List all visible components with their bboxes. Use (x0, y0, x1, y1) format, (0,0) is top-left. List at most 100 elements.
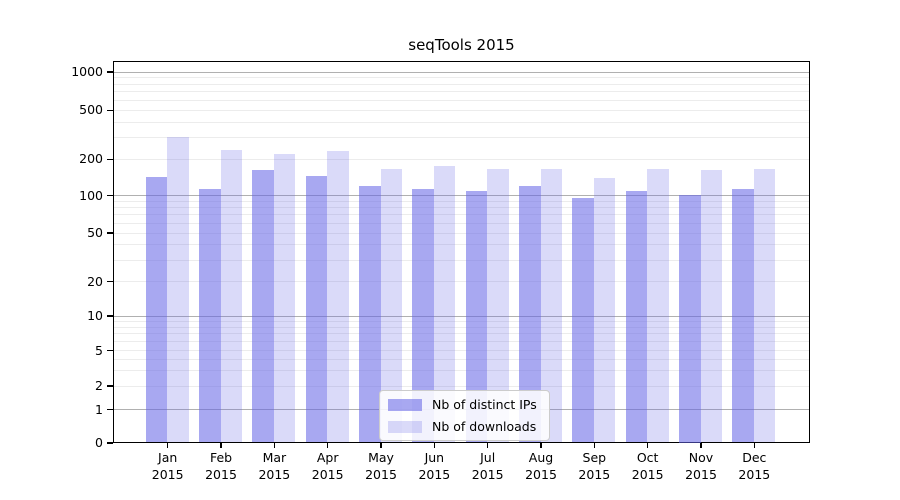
gridline-minor-3 (114, 369, 809, 371)
bar-downloads-nov (700, 170, 722, 443)
bar-downloads-oct (647, 169, 669, 443)
x-tick-feb (220, 443, 222, 448)
legend-swatch-downloads (388, 420, 422, 433)
bar-downloads-jun (433, 166, 456, 443)
bar-downloads-mar (273, 154, 296, 443)
gridline-major-100 (114, 195, 809, 196)
x-tick-label-mar: Mar 2015 (258, 450, 291, 482)
x-tick-label-jan: Jan 2015 (151, 450, 184, 482)
gridline-minor-6 (114, 340, 809, 342)
bar-ips-jul (465, 190, 488, 443)
y-tick-label-200: 200 (79, 151, 103, 167)
x-tick-jun (433, 443, 436, 448)
bar-ips-apr (305, 175, 328, 443)
legend: Nb of distinct IPs Nb of downloads (379, 390, 550, 441)
y-tick-label-1000: 1000 (71, 64, 103, 79)
legend-label-distinct-ips: Nb of distinct IPs (432, 397, 537, 412)
bar-ips-jan (145, 176, 168, 443)
bar-downloads-apr (327, 150, 349, 443)
y-tick-0 (107, 442, 113, 444)
bar-ips-dec (732, 189, 754, 443)
x-tick-jul (486, 443, 489, 448)
y-tick-label-100: 100 (79, 187, 103, 203)
gridline-minor-60 (114, 222, 809, 224)
gridline-minor-800 (114, 83, 809, 85)
chart-title: seqTools 2015 (408, 36, 515, 54)
y-tick-50 (107, 232, 113, 234)
x-tick-apr (326, 443, 329, 448)
x-tick-label-nov: Nov 2015 (685, 450, 717, 482)
y-tick-10 (107, 315, 113, 317)
y-tick-label-500: 500 (79, 102, 103, 118)
bar-ips-aug (519, 186, 541, 443)
x-tick-label-may: May 2015 (365, 450, 397, 482)
y-tick-500 (107, 109, 113, 112)
gridline-major-10 (114, 315, 809, 317)
gridline-minor-500 (114, 109, 809, 111)
y-tick-label-20: 20 (87, 273, 103, 289)
bar-downloads-dec (753, 168, 776, 443)
legend-swatch-distinct-ips (388, 398, 422, 411)
x-tick-jan (166, 443, 169, 448)
gridline-minor-200 (114, 158, 809, 160)
gridline-minor-300 (114, 137, 809, 139)
y-tick-label-0: 0 (95, 435, 103, 450)
bar-downloads-sep (593, 177, 616, 443)
x-tick-label-dec: Dec 2015 (738, 450, 771, 482)
gridline-minor-90 (114, 200, 809, 202)
y-tick-label-10: 10 (87, 308, 103, 323)
x-tick-label-aug: Aug 2015 (525, 450, 557, 482)
y-tick-100 (107, 194, 113, 197)
bar-ips-nov (679, 195, 701, 443)
y-tick-label-2: 2 (95, 378, 103, 393)
bar-downloads-aug (540, 168, 562, 443)
bar-ips-oct (625, 190, 648, 443)
bar-downloads-feb (220, 150, 243, 443)
y-tick-5 (107, 349, 113, 352)
x-tick-label-feb: Feb 2015 (205, 450, 237, 482)
y-tick-2 (107, 385, 113, 387)
gridline-minor-2 (114, 385, 809, 387)
x-tick-aug (540, 443, 542, 448)
x-tick-mar (273, 443, 276, 448)
bar-ips-feb (199, 189, 221, 443)
gridline-minor-900 (114, 77, 809, 79)
y-tick-1000 (107, 71, 113, 73)
bar-downloads-jan (167, 137, 189, 443)
x-tick-label-apr: Apr 2015 (311, 450, 344, 482)
gridline-minor-5 (114, 350, 809, 351)
x-tick-label-oct: Oct 2015 (631, 450, 664, 482)
gridline-minor-700 (114, 91, 809, 93)
bar-ips-sep (572, 197, 594, 443)
x-tick-nov (700, 443, 702, 448)
y-tick-1 (107, 408, 113, 411)
bar-ips-may (359, 186, 381, 443)
gridline-major-1000 (114, 71, 809, 73)
y-tick-label-5: 5 (95, 342, 103, 358)
gridline-minor-50 (114, 232, 809, 234)
y-tick-20 (107, 280, 113, 283)
gridline-minor-9 (114, 320, 809, 322)
gridline-minor-600 (114, 99, 809, 101)
gridline-minor-4 (114, 358, 809, 360)
x-tick-oct (646, 443, 649, 448)
bar-ips-mar (252, 170, 274, 443)
y-tick-label-50: 50 (87, 225, 103, 240)
gridline-minor-80 (114, 207, 809, 209)
gridline-minor-400 (114, 121, 809, 123)
bar-downloads-jul (487, 169, 509, 443)
gridline-minor-30 (114, 259, 809, 261)
legend-label-downloads: Nb of downloads (432, 419, 537, 434)
x-tick-dec (753, 443, 756, 448)
x-tick-sep (593, 443, 596, 448)
plot-area (113, 61, 810, 443)
legend-item-downloads: Nb of downloads (388, 420, 537, 433)
x-tick-label-jun: Jun 2015 (418, 450, 451, 482)
y-tick-200 (107, 158, 113, 161)
x-tick-label-sep: Sep 2015 (578, 450, 611, 482)
gridline-minor-40 (114, 244, 809, 246)
x-tick-may (380, 443, 382, 448)
gridline-minor-8 (114, 326, 809, 328)
bar-ips-jun (412, 188, 434, 443)
